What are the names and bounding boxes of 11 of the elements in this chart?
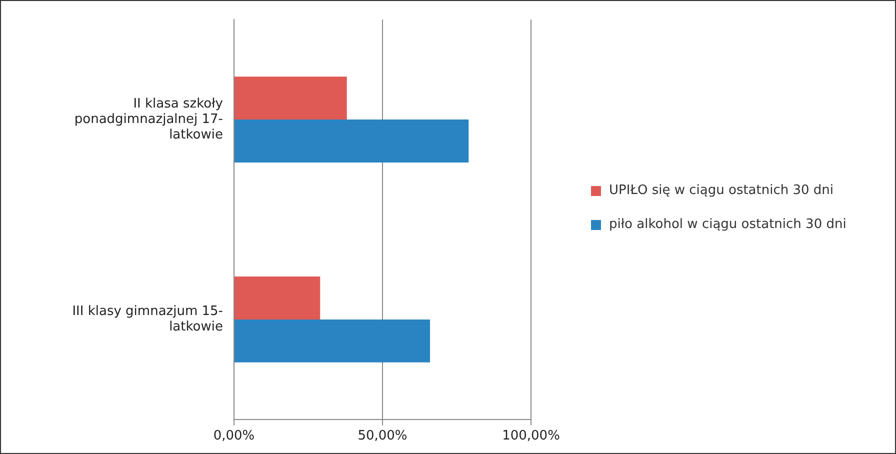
x-tick-label: 100,00%: [502, 428, 560, 444]
x-tick-label: 50,00%: [358, 428, 408, 444]
bar: [234, 319, 430, 362]
bar: [234, 76, 347, 120]
x-tick-label: 0,00%: [213, 428, 255, 444]
legend-label: UPIŁO się w ciągu ostatnich 30 dni: [609, 182, 834, 200]
bar: [234, 276, 320, 320]
y-tick-label: III klasy gimnazjum 15- latkowie: [72, 304, 224, 335]
legend-label: piło alkohol w ciągu ostatnich 30 dni: [609, 216, 846, 234]
bar: [234, 120, 469, 163]
y-tick-label: II klasa szkoły ponadgimnazjalnej 17- latkowie: [74, 96, 224, 143]
